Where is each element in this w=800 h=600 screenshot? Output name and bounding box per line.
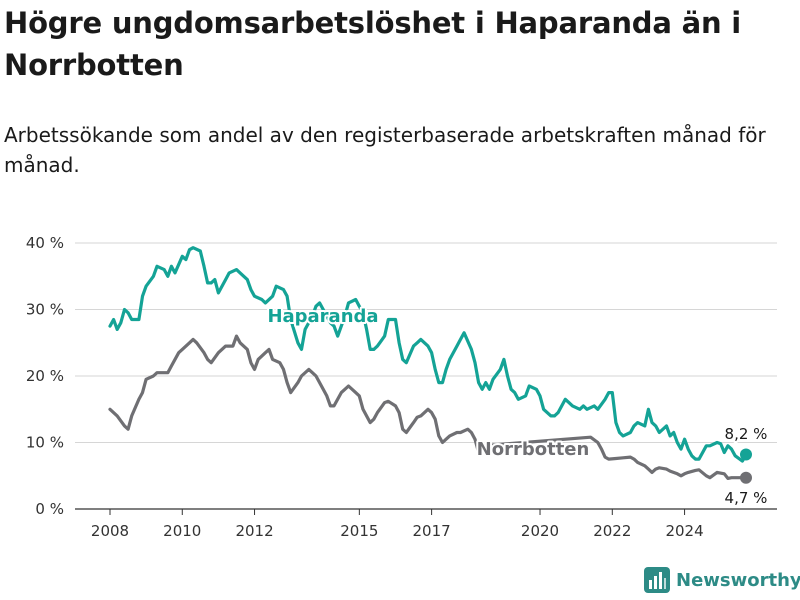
brand-name: Newsworthy	[676, 569, 800, 591]
series-label-norrbotten: Norrbotten	[477, 439, 590, 460]
x-tick-label: 2010	[163, 522, 201, 540]
y-tick-label: 10 %	[26, 434, 64, 452]
x-tick-label: 2012	[235, 522, 273, 540]
x-axis: 2008 2010 2012 2015 2017 2020 2022 2024	[91, 509, 704, 540]
series-labels: HaparandaHaparandaNorrbottenNorrbotten8,…	[265, 304, 769, 509]
x-tick-label: 2020	[521, 522, 559, 540]
series-label-haparanda-halo: Haparanda	[267, 306, 378, 327]
series-line-norrbotten	[108, 334, 748, 480]
chart-subtitle: Arbetssökande som andel av den registerb…	[4, 123, 766, 177]
newsworthy-logo[interactable]: Newsworthy	[644, 567, 800, 593]
x-tick-label: 2008	[91, 522, 129, 540]
x-tick-label: 2017	[413, 522, 451, 540]
x-tick-label: 2022	[593, 522, 631, 540]
end-point-norrbotten	[740, 471, 752, 484]
x-tick-label: 2015	[340, 522, 378, 540]
end-value-norrbotten: 4,7 %	[725, 489, 768, 507]
y-tick-label: 20 %	[26, 367, 64, 385]
end-value-haparanda: 8,2 %	[725, 425, 768, 443]
end-point-haparanda	[740, 448, 752, 461]
series-line-haparanda	[108, 246, 748, 463]
series-label-haparanda: Haparanda	[267, 306, 378, 327]
y-axis-labels: 0 % 10 % 20 % 30 % 40 %	[26, 234, 64, 518]
y-tick-label: 30 %	[26, 301, 64, 319]
series-lines	[108, 246, 752, 484]
bar-chart-icon	[644, 567, 670, 593]
end-value-norrbotten-halo: 4,7 %	[725, 489, 768, 507]
y-tick-label: 40 %	[26, 234, 64, 252]
series-label-norrbotten-halo: Norrbotten	[477, 439, 590, 460]
x-tick-label: 2024	[665, 522, 703, 540]
gridlines	[75, 242, 777, 510]
end-value-haparanda-halo: 8,2 %	[725, 425, 768, 443]
chart-title: Högre ungdomsarbetslöshet i Haparanda än…	[4, 6, 742, 82]
y-tick-label: 0 %	[35, 500, 64, 518]
